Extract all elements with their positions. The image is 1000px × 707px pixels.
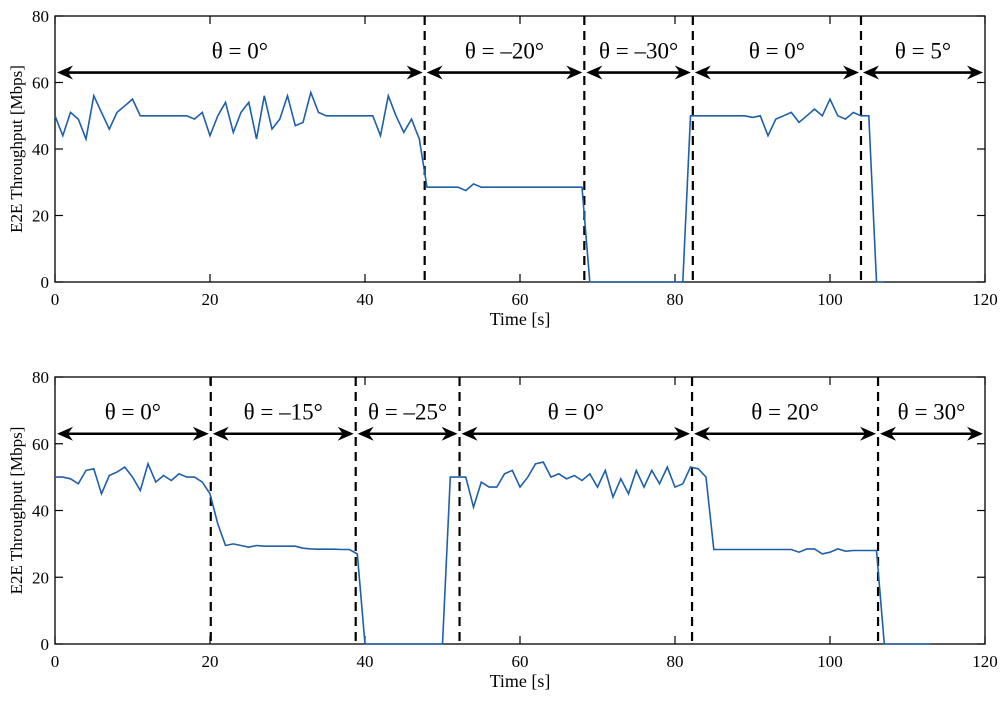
segment-angle-label: θ = 20° [751, 400, 819, 425]
x-tick-label: 100 [817, 652, 843, 671]
arrowhead-right-icon [843, 65, 859, 80]
y-tick-label: 60 [32, 435, 49, 454]
x-tick-label: 40 [357, 290, 374, 309]
segment-angle-label: θ = 5° [895, 39, 951, 64]
arrowhead-left-icon [426, 65, 443, 80]
arrowhead-right-icon [406, 65, 423, 80]
arrowhead-right-icon [337, 426, 354, 441]
arrowhead-right-icon [566, 65, 583, 80]
x-tick-label: 0 [51, 290, 60, 309]
arrowhead-left-icon [212, 426, 229, 441]
segment-angle-label: θ = –20° [465, 39, 544, 64]
y-tick-label: 40 [32, 502, 49, 521]
top-panel: 0 20 40 60 80 100 120 0 20 40 60 80 Time [s] E2E Thro… [7, 7, 998, 329]
segment-angle-label: θ = 0° [212, 39, 268, 64]
y-tick-label: 0 [41, 273, 50, 292]
y-tick-label: 20 [32, 568, 49, 587]
x-tick-label: 120 [972, 290, 998, 309]
segment-angle-label: θ = 30° [898, 400, 966, 425]
segment-angle-label: θ = 0° [548, 400, 604, 425]
segment-angle-label: θ = 0° [749, 39, 805, 64]
arrowhead-right-icon [441, 426, 458, 441]
x-tick-label: 80 [667, 290, 684, 309]
y-tick-label: 0 [41, 635, 50, 654]
bottom-panel: 0 20 40 60 80 100 120 0 20 40 60 80 Time [s] E2E Thro… [7, 368, 998, 691]
arrowhead-left-icon [586, 65, 603, 80]
arrowhead-right-icon [192, 426, 209, 441]
axes-frame [54, 376, 986, 645]
y-tick-label: 80 [32, 368, 49, 387]
x-tick-label: 80 [667, 652, 684, 671]
y-axis-label: E2E Throughput [Mbps] [7, 427, 26, 595]
x-tick-label: 60 [512, 290, 529, 309]
arrowhead-right-icon [674, 65, 691, 80]
x-tick-label: 60 [512, 652, 529, 671]
y-tick-label: 60 [32, 74, 49, 93]
x-tick-label: 40 [357, 652, 374, 671]
segment-angle-label: θ = –15° [244, 400, 323, 425]
x-tick-label: 120 [972, 652, 998, 671]
arrowhead-left-icon [461, 426, 478, 441]
arrowhead-right-icon [674, 426, 691, 441]
x-tick-label: 100 [817, 290, 843, 309]
arrowhead-right-icon [967, 426, 983, 441]
x-tick-label: 20 [202, 290, 219, 309]
arrowhead-left-icon [880, 426, 897, 441]
y-tick-label: 80 [32, 7, 49, 26]
x-axis-label: Time [s] [490, 309, 551, 329]
arrowhead-right-icon [967, 65, 983, 80]
arrowhead-left-icon [694, 65, 711, 80]
throughput-series-line [55, 461, 931, 645]
segment-angle-label: θ = –30° [599, 39, 678, 64]
x-tick-label: 20 [202, 652, 219, 671]
arrowhead-left-icon [57, 426, 73, 441]
segment-angle-label: θ = 0° [105, 400, 161, 425]
x-axis-label: Time [s] [490, 671, 551, 691]
y-tick-label: 20 [32, 207, 49, 226]
x-tick-label: 0 [51, 652, 60, 671]
arrowhead-right-icon [860, 426, 877, 441]
throughput-series-line [54, 89, 885, 283]
arrowhead-left-icon [863, 65, 879, 80]
y-axis-label: E2E Throughput [Mbps] [7, 65, 26, 233]
arrowhead-left-icon [357, 426, 374, 441]
segment-angle-label: θ = –25° [368, 400, 447, 425]
y-tick-label: 40 [32, 140, 49, 159]
arrowhead-left-icon [57, 65, 73, 80]
arrowhead-left-icon [694, 426, 711, 441]
